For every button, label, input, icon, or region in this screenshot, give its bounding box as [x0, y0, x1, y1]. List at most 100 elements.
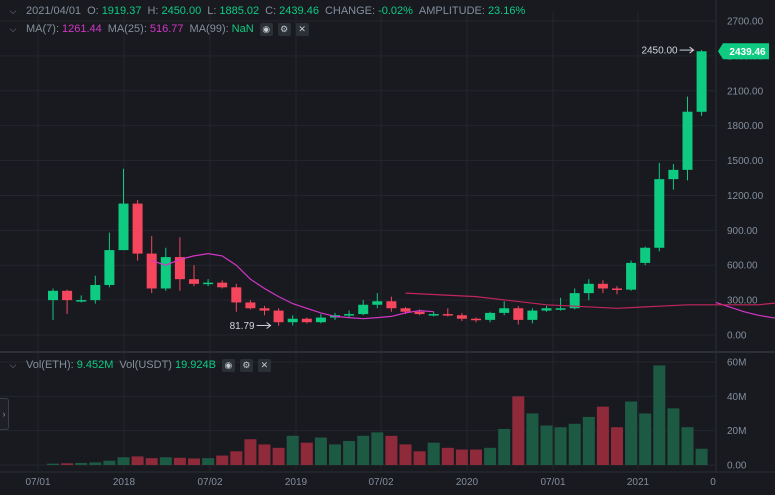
price-tick-label: 2700.00	[727, 17, 764, 28]
volume-bar	[695, 448, 708, 465]
volume-bar	[596, 406, 609, 465]
volume-legend: ⌵ Vol(ETH): 9.452M Vol(USDT) 19.924B ◉ ⚙…	[6, 357, 276, 373]
volume-bar	[399, 444, 412, 465]
candle-body	[62, 290, 73, 301]
volume-bar	[244, 439, 257, 465]
ma-legend: ⌵ MA(7): 1261.44 MA(25): 516.77 MA(99): …	[6, 21, 314, 37]
vol-usdt-label: Vol(USDT)	[119, 359, 172, 371]
time-tick-label: 07/01	[25, 477, 50, 488]
volume-bar	[131, 456, 144, 465]
candle-body	[386, 301, 397, 309]
time-tick-label: 2020	[456, 477, 479, 488]
open-label: O:	[87, 5, 99, 17]
close-icon[interactable]: ✕	[257, 358, 271, 372]
amplitude-label: AMPLITUDE:	[418, 5, 485, 17]
volume-bar	[61, 463, 74, 465]
eye-icon[interactable]: ◉	[259, 22, 273, 36]
gear-icon[interactable]: ⚙	[239, 358, 253, 372]
chevron-down-icon[interactable]: ⌵	[9, 5, 17, 16]
candle-body	[442, 314, 453, 316]
volume-bar	[258, 444, 271, 465]
side-panel-toggle[interactable]: ›	[0, 398, 9, 430]
vol-usdt-value: 19.924B	[174, 359, 216, 371]
volume-bar	[441, 447, 454, 465]
time-tick-label: 2018	[113, 477, 136, 488]
ma7-value: 1261.44	[62, 23, 102, 35]
volume-bar	[681, 427, 694, 465]
change-label: CHANGE:	[324, 5, 376, 17]
candle-body	[146, 253, 157, 289]
high-marker-arrowhead	[689, 46, 695, 54]
candle-body	[682, 111, 693, 170]
price-tick-label: 600.00	[727, 261, 758, 272]
volume-bar	[526, 413, 539, 465]
low-value: 1885.02	[219, 5, 260, 17]
volume-tick-label: 0.00	[727, 461, 747, 472]
eye-icon[interactable]: ◉	[221, 358, 235, 372]
candle-body	[287, 318, 298, 323]
candle-body	[414, 311, 425, 315]
volume-bar	[286, 435, 299, 465]
volume-bar	[470, 449, 482, 465]
volume-bar	[329, 444, 341, 465]
low-label: L:	[207, 5, 217, 17]
chevron-down-icon[interactable]: ⌵	[9, 23, 17, 34]
ma7-line	[151, 252, 434, 320]
volume-bar	[498, 428, 511, 465]
volume-bar	[385, 435, 398, 465]
volume-bar	[625, 401, 638, 465]
volume-bar	[371, 432, 384, 465]
volume-bar	[202, 458, 215, 465]
volume-bar	[216, 455, 229, 465]
ma25-label: MA(25):	[107, 23, 147, 35]
volume-bar	[300, 442, 313, 465]
volume-bar	[512, 396, 525, 465]
volume-bar	[357, 435, 370, 465]
candle-body	[231, 287, 242, 303]
ma7-label: MA(7):	[26, 23, 59, 35]
chevron-down-icon[interactable]: ⌵	[9, 359, 17, 370]
close-icon[interactable]: ✕	[295, 22, 309, 36]
price-tick-label: 1800.00	[727, 121, 764, 132]
high-value: 2450.00	[161, 5, 202, 17]
price-tick-label: 1500.00	[727, 156, 764, 167]
candle-body	[104, 250, 115, 285]
candle-body	[217, 282, 228, 288]
candle-body	[696, 51, 707, 112]
candle-body	[513, 308, 524, 320]
volume-bar	[272, 447, 285, 465]
low-marker-label: 81.79	[230, 321, 255, 332]
vol-eth-value: 9.452M	[76, 359, 114, 371]
low-marker-arrowhead	[266, 322, 272, 329]
volume-bar	[427, 442, 440, 465]
chevron-right-icon: ›	[2, 409, 6, 419]
candle-body	[189, 279, 199, 284]
volume-tick-label: 20M	[727, 426, 746, 437]
gear-icon[interactable]: ⚙	[277, 22, 291, 36]
price-tick-label: 0.00	[727, 331, 747, 342]
price-tick-label: 2100.00	[727, 86, 764, 97]
candle-body	[597, 283, 608, 289]
volume-bar	[540, 425, 553, 465]
change-value: -0.02%	[378, 5, 413, 17]
candle-body	[245, 302, 256, 309]
volume-bar	[117, 457, 130, 465]
candle-body	[569, 293, 580, 309]
candle-body	[555, 308, 566, 310]
volume-bar	[667, 408, 680, 465]
close-label: C:	[265, 5, 277, 17]
volume-bar	[639, 413, 652, 465]
candle-body	[160, 257, 171, 289]
candle-body	[583, 283, 594, 294]
candle-body	[76, 300, 87, 302]
time-tick-label: 07/02	[368, 477, 393, 488]
price-tick-label: 900.00	[727, 226, 758, 237]
high-label: H:	[147, 5, 159, 17]
current-price-label: 2439.46	[729, 47, 766, 58]
volume-bar	[413, 451, 426, 465]
candle-body	[456, 315, 467, 319]
candle-body	[301, 318, 312, 323]
price-tick-label: 1200.00	[727, 191, 764, 202]
volume-bar	[484, 447, 497, 465]
